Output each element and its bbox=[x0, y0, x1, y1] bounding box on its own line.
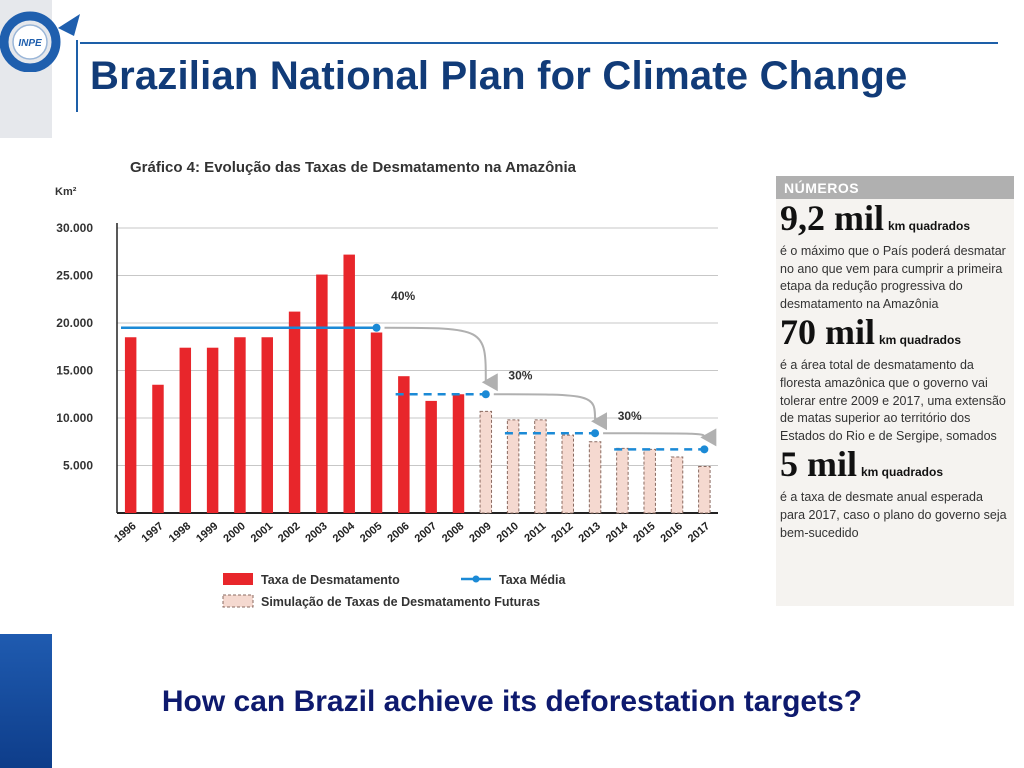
x-tick-label: 2008 bbox=[440, 520, 466, 545]
logo-text: INPE bbox=[18, 38, 42, 49]
bar-simulated bbox=[643, 448, 656, 514]
deforestation-chart: Gráfico 4: Evolução das Taxas de Desmata… bbox=[30, 145, 760, 625]
x-tick-label: 2005 bbox=[358, 520, 384, 545]
bar-simulated bbox=[506, 419, 520, 514]
legend-label-simulated: Simulação de Taxas de Desmatamento Futur… bbox=[261, 595, 540, 609]
news-item: 9,2 mil km quadrados é o máximo que o Paí… bbox=[776, 198, 1014, 313]
bar-simulated bbox=[698, 465, 711, 514]
x-tick-label: 2007 bbox=[413, 520, 439, 545]
title-vertical-rule bbox=[76, 40, 78, 112]
news-figure: 70 mil km quadrados bbox=[780, 312, 1010, 357]
numbers-news-panel: NÚMEROS 9,2 mil km quadrados é o máximo q… bbox=[776, 176, 1014, 606]
legend-label-actual: Taxa de Desmatamento bbox=[261, 573, 400, 587]
bar-simulated bbox=[534, 419, 547, 514]
y-tick-label: 15.000 bbox=[56, 364, 93, 378]
average-dot bbox=[481, 390, 490, 399]
x-tick-label: 2015 bbox=[631, 520, 657, 545]
legend-dot-average bbox=[472, 575, 480, 583]
news-item: 5 mil km quadrados é a taxa de desmate an… bbox=[776, 444, 1014, 542]
news-figure-unit: km quadrados bbox=[888, 219, 971, 233]
y-tick-label: 20.000 bbox=[56, 316, 93, 330]
news-figure-value: 9,2 mil bbox=[780, 198, 884, 238]
x-tick-label: 2009 bbox=[467, 520, 493, 545]
x-tick-label: 2004 bbox=[331, 520, 358, 545]
average-dot bbox=[372, 323, 381, 332]
news-figure-value: 5 mil bbox=[780, 444, 857, 485]
title-top-rule bbox=[80, 42, 998, 44]
y-tick-label: 25.000 bbox=[56, 269, 93, 283]
bar-actual bbox=[152, 384, 164, 513]
x-tick-label: 2006 bbox=[385, 520, 411, 545]
news-figure-unit: km quadrados bbox=[879, 333, 962, 348]
average-dot bbox=[591, 429, 600, 438]
bar-actual bbox=[124, 337, 137, 513]
x-tick-label: 1998 bbox=[167, 520, 193, 545]
x-tick-label: 2010 bbox=[495, 520, 521, 545]
bar-actual bbox=[452, 394, 465, 513]
legend-swatch-actual bbox=[223, 573, 253, 585]
legend-swatch-simulated bbox=[222, 594, 254, 608]
x-tick-label: 2017 bbox=[686, 520, 712, 545]
bar-simulated bbox=[670, 456, 684, 514]
slide-title: Brazilian National Plan for Climate Chan… bbox=[90, 54, 908, 98]
news-figure: 5 mil km quadrados bbox=[780, 444, 1010, 489]
bar-actual bbox=[206, 347, 219, 513]
news-text: é a taxa de desmate anual esperada para … bbox=[780, 490, 1007, 540]
bar-actual bbox=[261, 337, 273, 513]
left-decor-bottom bbox=[0, 634, 52, 768]
bar-simulated bbox=[479, 410, 493, 514]
y-tick-label: 10.000 bbox=[56, 411, 93, 425]
x-tick-label: 2002 bbox=[276, 520, 302, 545]
bar-simulated bbox=[616, 447, 629, 514]
inpe-logo-icon bbox=[0, 11, 80, 72]
reduction-label: 40% bbox=[391, 289, 415, 303]
average-dot bbox=[700, 445, 709, 454]
x-tick-label: 1997 bbox=[139, 520, 165, 545]
y-tick-label: 5.000 bbox=[63, 459, 93, 473]
bar-actual bbox=[425, 400, 437, 513]
reduction-arrow bbox=[384, 326, 498, 392]
reduction-arrow bbox=[493, 393, 608, 431]
x-tick-label: 2016 bbox=[658, 520, 684, 545]
x-tick-label: 1999 bbox=[194, 520, 220, 545]
bar-actual bbox=[179, 347, 192, 513]
bar-actual bbox=[288, 311, 301, 513]
news-figure: 9,2 mil km quadrados bbox=[780, 198, 1010, 243]
y-axis-label: Km² bbox=[55, 186, 77, 198]
bar-actual bbox=[370, 332, 383, 513]
chart-svg: Gráfico 4: Evolução das Taxas de Desmata… bbox=[55, 159, 718, 609]
x-tick-label: 2013 bbox=[577, 520, 603, 545]
x-tick-label: 2011 bbox=[522, 520, 548, 545]
x-tick-label: 1996 bbox=[112, 520, 138, 545]
x-tick-label: 2000 bbox=[221, 520, 247, 545]
reduction-arrow bbox=[603, 428, 717, 447]
reduction-label: 30% bbox=[618, 409, 642, 423]
inpe-logo: INPE bbox=[0, 11, 80, 72]
news-figure-unit: km quadrados bbox=[861, 465, 944, 480]
news-header: NÚMEROS bbox=[776, 176, 1014, 199]
x-tick-label: 2003 bbox=[303, 520, 329, 545]
bar-actual bbox=[234, 337, 246, 513]
reduction-label: 30% bbox=[508, 368, 532, 382]
y-tick-label: 30.000 bbox=[56, 221, 93, 235]
chart-title: Gráfico 4: Evolução das Taxas de Desmata… bbox=[130, 159, 577, 176]
news-text: é a área total de desmatamento da flores… bbox=[780, 358, 1006, 443]
bar-simulated bbox=[561, 434, 574, 514]
bar-actual bbox=[343, 254, 355, 513]
news-figure-value: 70 mil bbox=[780, 312, 875, 353]
bar-simulated bbox=[588, 441, 602, 514]
x-tick-label: 2001 bbox=[249, 520, 275, 545]
bar-actual bbox=[316, 274, 328, 513]
legend-label-average: Taxa Média bbox=[499, 573, 567, 587]
slide-question: How can Brazil achieve its deforestation… bbox=[161, 685, 863, 718]
bar-actual bbox=[398, 376, 410, 513]
news-item: 70 mil km quadrados é a área total de des… bbox=[776, 312, 1014, 445]
x-tick-label: 2012 bbox=[549, 520, 575, 545]
news-text: é o máximo que o País poderá desmatar no… bbox=[780, 244, 1006, 311]
x-tick-label: 2014 bbox=[604, 520, 631, 545]
